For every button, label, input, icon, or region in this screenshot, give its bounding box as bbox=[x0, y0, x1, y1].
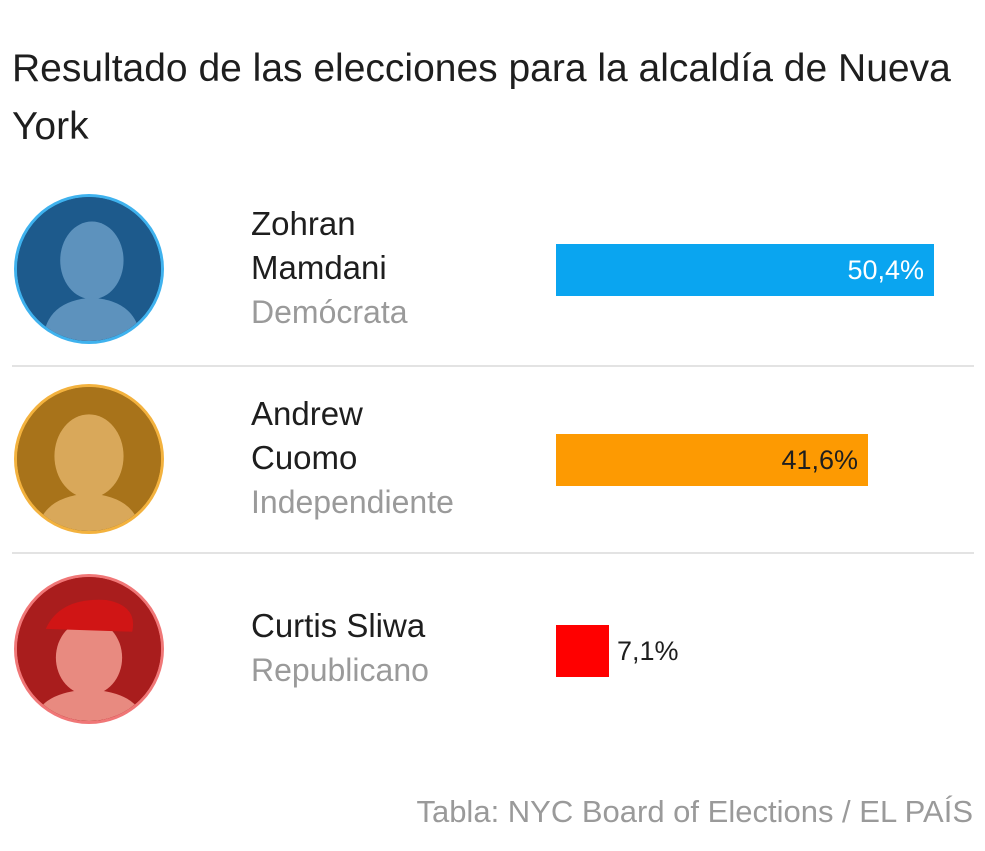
chart-title: Resultado de las elecciones para la alca… bbox=[12, 47, 951, 149]
portrait-sliwa-icon bbox=[17, 577, 161, 721]
candidate-row-mamdani: Zohran Mamdani Demócrata 50,4% bbox=[0, 190, 985, 360]
bar-mamdani: 50,4% bbox=[556, 244, 934, 296]
source-credit: Tabla: NYC Board of Elections / EL PAÍS bbox=[416, 794, 973, 829]
bar-label-cuomo: 41,6% bbox=[781, 445, 858, 475]
candidate-name: Curtis Sliwa bbox=[251, 607, 426, 644]
bar-sliwa: 7,1% bbox=[556, 625, 679, 677]
candidate-name-line2: Mamdani bbox=[251, 249, 387, 286]
candidate-party: Demócrata bbox=[251, 294, 408, 330]
portrait-cuomo-icon bbox=[17, 387, 161, 531]
candidate-name-line2: Cuomo bbox=[251, 439, 358, 476]
candidate-party: Republicano bbox=[251, 652, 429, 688]
candidate-info-sliwa: Curtis Sliwa Republicano bbox=[251, 604, 429, 692]
bar-label-mamdani: 50,4% bbox=[847, 255, 924, 285]
candidate-name-line1: Zohran bbox=[251, 205, 356, 242]
row-separator bbox=[12, 365, 974, 367]
candidate-info-cuomo: Andrew Cuomo Independiente bbox=[251, 392, 454, 524]
avatar-cuomo bbox=[14, 384, 164, 534]
avatar-sliwa bbox=[14, 574, 164, 724]
bar-cuomo: 41,6% bbox=[556, 434, 868, 486]
candidate-row-cuomo: Andrew Cuomo Independiente 41,6% bbox=[0, 380, 985, 550]
candidate-name-line1: Andrew bbox=[251, 395, 363, 432]
candidate-info-mamdani: Zohran Mamdani Demócrata bbox=[251, 202, 408, 334]
bar-label-sliwa: 7,1% bbox=[617, 636, 679, 666]
row-separator bbox=[12, 552, 974, 554]
candidate-party: Independiente bbox=[251, 484, 454, 520]
portrait-mamdani-icon bbox=[17, 197, 161, 341]
candidate-row-sliwa: Curtis Sliwa Republicano 7,1% bbox=[0, 570, 985, 740]
avatar-mamdani bbox=[14, 194, 164, 344]
